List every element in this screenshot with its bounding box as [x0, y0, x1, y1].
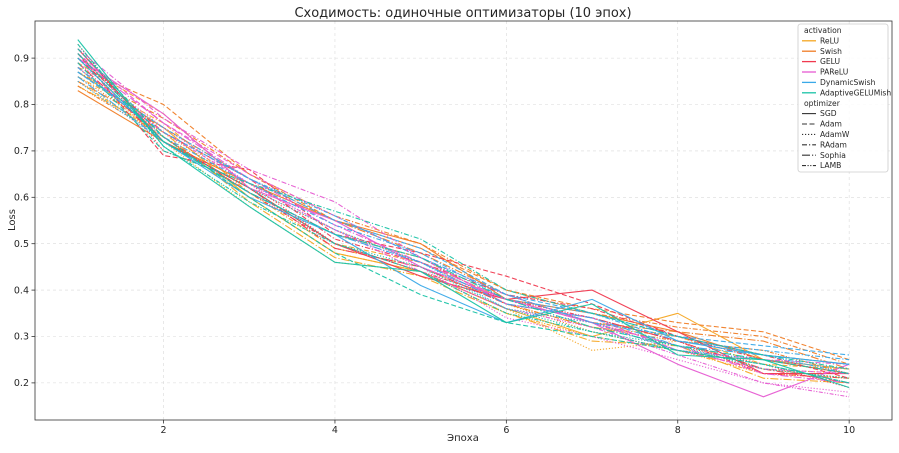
- legend-box: [797, 23, 889, 173]
- plot-frame: [34, 20, 893, 421]
- series-line-swish-sgd: [77, 90, 850, 375]
- series-line-dynamicswish-adamw: [77, 80, 850, 370]
- legend-label-gelu: GELU: [820, 57, 840, 66]
- series-line-relu-adamw: [77, 66, 850, 375]
- y-tick-label: 0.2: [14, 378, 29, 389]
- series-line-dynamicswish-sophia: [77, 76, 850, 365]
- x-tick-label: 10: [843, 425, 855, 436]
- y-tick-label: 0.9: [14, 53, 29, 64]
- y-tick-label: 0.6: [14, 193, 29, 204]
- series-line-gelu-radam: [77, 57, 850, 375]
- series-line-dynamicswish-lamb: [77, 71, 850, 375]
- legend-label-swish: Swish: [820, 47, 842, 56]
- series-lines: [77, 39, 850, 398]
- x-tick-label: 8: [675, 425, 681, 436]
- x-axis-label: Эпоха: [447, 433, 479, 444]
- legend-label-radam: RAdam: [820, 140, 847, 149]
- series-line-adaptivegelumish-adamw: [77, 57, 850, 379]
- series-line-parelu-adamw: [77, 62, 850, 393]
- series-line-adaptivegelumish-sophia: [77, 53, 850, 375]
- series-line-dynamicswish-radam: [77, 66, 850, 361]
- chart-title: Сходимость: одиночные оптимизаторы (10 э…: [294, 6, 631, 21]
- x-tick-label: 6: [503, 425, 509, 436]
- legend-title-optimizer: optimizer: [804, 99, 841, 108]
- legend-label-parelu: PAReLU: [820, 68, 848, 77]
- legend-label-sophia: Sophia: [820, 151, 846, 160]
- y-tick-label: 0.3: [14, 332, 29, 343]
- legend-label-adaptivegelumish: AdaptiveGELUMish: [820, 88, 891, 97]
- series-line-parelu-adam: [77, 53, 850, 375]
- y-tick-label: 0.5: [14, 239, 29, 250]
- series-line-parelu-sgd: [77, 57, 850, 398]
- legend-label-sgd: SGD: [820, 109, 837, 118]
- legend-label-dynamicswish: DynamicSwish: [820, 78, 876, 87]
- series-line-adaptivegelumish-radam: [77, 62, 850, 370]
- y-tick-label: 0.8: [14, 100, 29, 111]
- series-line-gelu-lamb: [77, 53, 850, 379]
- y-tick-label: 0.7: [14, 146, 29, 157]
- series-line-swish-sophia: [77, 80, 850, 370]
- series-line-adaptivegelumish-lamb: [77, 43, 850, 384]
- series-line-swish-radam: [77, 71, 850, 365]
- x-tick-label: 4: [332, 425, 338, 436]
- legend-title-activation: activation: [804, 26, 842, 35]
- series-line-gelu-sgd: [77, 48, 850, 375]
- series-line-gelu-adam: [77, 53, 850, 379]
- y-tick-label: 0.4: [14, 285, 29, 296]
- series-line-relu-radam: [77, 76, 850, 370]
- series-line-gelu-adamw: [77, 43, 850, 389]
- series-line-dynamicswish-adam: [77, 71, 850, 356]
- series-line-dynamicswish-sgd: [77, 57, 850, 365]
- series-line-gelu-sophia: [77, 62, 850, 384]
- legend-label-adam: Adam: [820, 120, 842, 129]
- legend-label-adamw: AdamW: [820, 130, 850, 139]
- series-line-parelu-radam: [77, 48, 850, 365]
- x-tick-label: 2: [161, 425, 167, 436]
- series-line-parelu-sophia: [77, 57, 850, 384]
- axes: 2 4 6 8 10 0.2 0.3 0.4 0.5 0.6 0.7 0.8 0.9: [14, 53, 855, 436]
- legend-label-lamb: LAMB: [820, 161, 841, 170]
- series-line-relu-sgd: [77, 71, 850, 370]
- series-line-relu-adam: [77, 62, 850, 365]
- series-line-swish-adam: [77, 66, 850, 361]
- legend-label-relu: ReLU: [820, 36, 839, 45]
- series-line-adaptivegelumish-sgd: [77, 39, 850, 389]
- y-axis-label: Loss: [7, 209, 18, 231]
- series-line-relu-sophia: [77, 85, 850, 384]
